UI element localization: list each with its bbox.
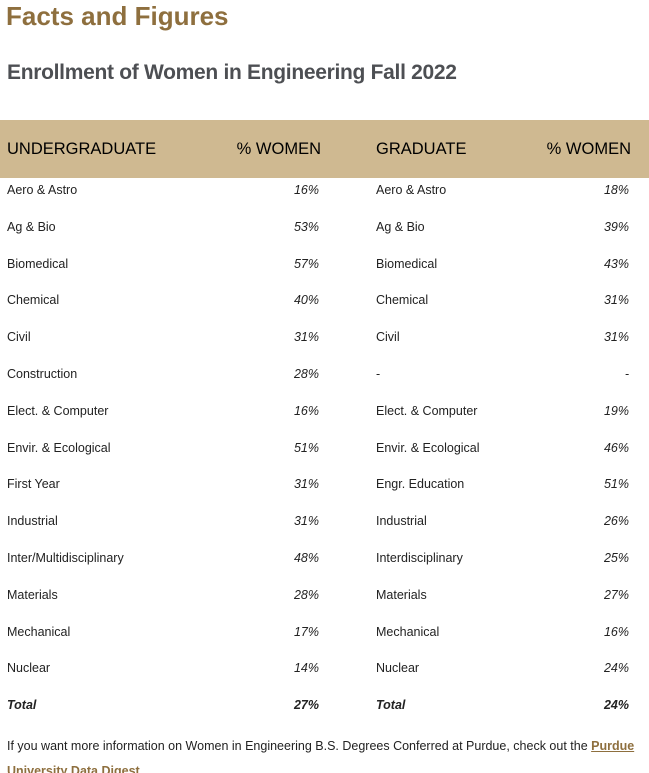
grad-percent-cell: 25% [603,550,629,565]
undergrad-percent-cell: 14% [293,661,319,676]
undergrad-program-cell: Total [7,698,37,713]
table-row: Ag & Bio 53% Ag & Bio 39% [0,215,649,252]
table-total-row: Total 27% Total 24% [0,693,649,730]
table-row: Industrial 31% Industrial 26% [0,509,649,546]
header-grad-percent-women: % WOMEN [546,140,631,158]
undergrad-program-cell: Mechanical [7,624,71,639]
grad-percent-cell: 31% [603,330,629,345]
grad-program-cell: Aero & Astro [376,183,447,197]
undergrad-percent-cell: 48% [293,550,319,565]
undergrad-program-cell: Chemical [7,293,60,308]
table-row: Nuclear 14% Nuclear 24% [0,656,649,693]
undergrad-percent-cell: 28% [293,587,319,602]
undergrad-percent-cell: 16% [293,403,319,418]
undergrad-program-cell: Nuclear [7,661,51,676]
table-title: Enrollment of Women in Engineering Fall … [7,61,457,84]
grad-percent-cell: 19% [603,403,629,418]
grad-program-cell: Industrial [376,514,427,529]
undergrad-program-cell: Ag & Bio [7,219,56,234]
grad-percent-cell: 46% [603,440,629,455]
grad-program-cell: Elect. & Computer [376,403,478,418]
table-row: Mechanical 17% Mechanical 16% [0,620,649,657]
table-row: Construction 28% - - [0,362,649,399]
grad-program-cell: Biomedical [376,256,438,271]
header-undergraduate: UNDERGRADUATE [7,140,157,158]
grad-program-cell: Interdisciplinary [376,550,463,565]
undergrad-program-cell: First Year [7,477,60,492]
grad-percent-cell: 43% [603,256,629,271]
table-header-row: UNDERGRADUATE % WOMEN GRADUATE % WOMEN [0,120,649,178]
grad-program-cell: Nuclear [376,661,420,676]
table-row: Biomedical 57% Biomedical 43% [0,252,649,289]
table-row: Envir. & Ecological 51% Envir. & Ecologica… [0,436,649,473]
grad-program-cell: Chemical [376,293,429,308]
page-title: Facts and Figures [6,1,229,31]
undergrad-percent-cell: 57% [293,256,319,271]
grad-percent-cell: 16% [603,624,629,639]
grad-program-cell: - [376,366,381,381]
grad-program-cell: Mechanical [376,624,440,639]
undergrad-program-cell: Elect. & Computer [7,403,109,418]
undergrad-program-cell: Civil [7,330,31,345]
footer-end: . [139,764,144,773]
undergrad-percent-cell: 53% [293,219,319,234]
grad-program-cell: Total [376,698,406,713]
table-row: Aero & Astro 16% Aero & Astro 18% [0,178,649,215]
undergrad-percent-cell: 51% [293,440,319,455]
grad-percent-cell: 39% [603,219,629,234]
undergrad-percent-cell: 31% [293,477,319,492]
undergrad-program-cell: Industrial [7,514,58,529]
grad-percent-cell: 26% [603,514,629,529]
table-body: Aero & Astro 16% Aero & Astro 18% Ag & Bio 53… [0,178,649,730]
grad-percent-cell: 24% [603,698,629,713]
undergrad-percent-cell: 31% [293,330,319,345]
table-row: Materials 28% Materials 27% [0,583,649,620]
table-row: Inter/Multidisciplinary 48% Interdisciplin… [0,546,649,583]
undergrad-percent-cell: 28% [293,366,319,381]
grad-program-cell: Engr. Education [376,477,465,492]
grad-program-cell: Envir. & Ecological [376,440,480,455]
undergrad-program-cell: Materials [7,587,58,602]
undergrad-percent-cell: 27% [293,698,319,713]
undergrad-percent-cell: 16% [293,183,319,197]
undergrad-program-cell: Aero & Astro [7,183,78,197]
table-row: Civil 31% Civil 31% [0,325,649,362]
grad-program-cell: Ag & Bio [376,219,425,234]
grad-percent-cell: 18% [603,183,629,197]
undergrad-percent-cell: 40% [293,293,319,308]
undergrad-percent-cell: 31% [293,514,319,529]
undergrad-percent-cell: 17% [293,624,319,639]
undergrad-program-cell: Envir. & Ecological [7,440,111,455]
data-digest-link[interactable]: Purdue University Data Digest [7,739,635,773]
table-row: First Year 31% Engr. Education 51% [0,472,649,509]
header-graduate: GRADUATE [376,140,467,158]
undergrad-program-cell: Biomedical [7,256,69,271]
grad-percent-cell: - [624,366,629,381]
grad-percent-cell: 51% [603,477,629,492]
undergrad-program-cell: Inter/Multidisciplinary [7,550,124,565]
header-undergrad-percent-women: % WOMEN [236,140,321,158]
grad-percent-cell: 31% [603,293,629,308]
enrollment-table: UNDERGRADUATE % WOMEN GRADUATE % WOMEN A… [0,120,649,730]
table-row: Elect. & Computer 16% Elect. & Computer 19% [0,399,649,436]
footer-text: If you want more information on Women in… [7,739,592,753]
grad-program-cell: Materials [376,587,427,602]
table-row: Chemical 40% Chemical 31% [0,288,649,325]
grad-percent-cell: 27% [603,587,629,602]
undergrad-program-cell: Construction [7,366,78,381]
footer-note: If you want more information on Women in… [7,734,643,773]
grad-percent-cell: 24% [603,661,629,676]
grad-program-cell: Civil [376,330,400,345]
